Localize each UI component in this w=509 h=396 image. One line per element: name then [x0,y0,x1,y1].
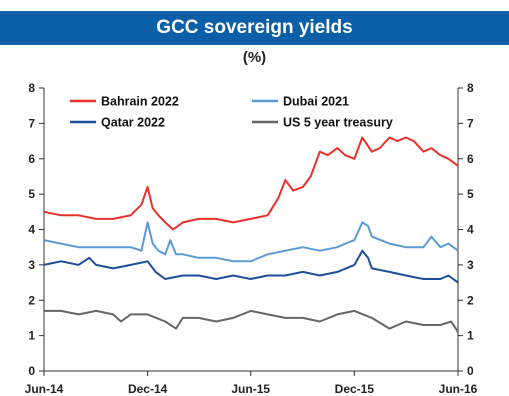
y-tick-label-left: 1 [28,329,35,343]
y-tick-label-left: 8 [28,81,35,95]
y-tick-label-right: 2 [467,293,474,307]
legend-label: US 5 year treasury [283,116,393,130]
legend-label: Bahrain 2022 [101,95,179,109]
y-tick-label-right: 3 [467,258,474,272]
y-tick-label-left: 3 [28,258,35,272]
x-tick-label: Dec-14 [128,382,168,396]
series-line-bahrain-2022 [43,136,459,231]
x-tick-label: Jun-16 [439,382,478,396]
chart-title: GCC sovereign yields [0,11,509,45]
y-tick-label-left: 5 [28,187,35,201]
chart-subtitle: (%) [242,49,267,66]
series-line-dubai-2021 [43,221,459,263]
y-tick-label-left: 0 [28,364,35,378]
legend-label: Dubai 2021 [283,95,349,109]
y-tick-label-right: 7 [467,116,474,130]
x-tick-label: Dec-15 [335,382,375,396]
y-tick-label-left: 7 [28,116,35,130]
legend-label: Qatar 2022 [101,116,165,130]
y-tick-label-right: 1 [467,329,474,343]
x-tick-label: Jun-14 [25,382,64,396]
y-tick-label-right: 4 [467,223,474,237]
y-tick-label-right: 5 [467,187,474,201]
y-tick-label-left: 6 [28,152,35,166]
series-line-us-5-year-treasury [44,309,459,333]
y-tick-label-right: 6 [467,152,474,166]
y-tick-label-right: 0 [467,364,474,378]
y-tick-label-left: 4 [28,223,35,237]
x-tick-label: Jun-15 [231,382,270,396]
y-tick-label-left: 2 [28,293,35,307]
series-line-qatar-2022 [43,249,459,284]
y-tick-label-right: 8 [467,81,474,95]
